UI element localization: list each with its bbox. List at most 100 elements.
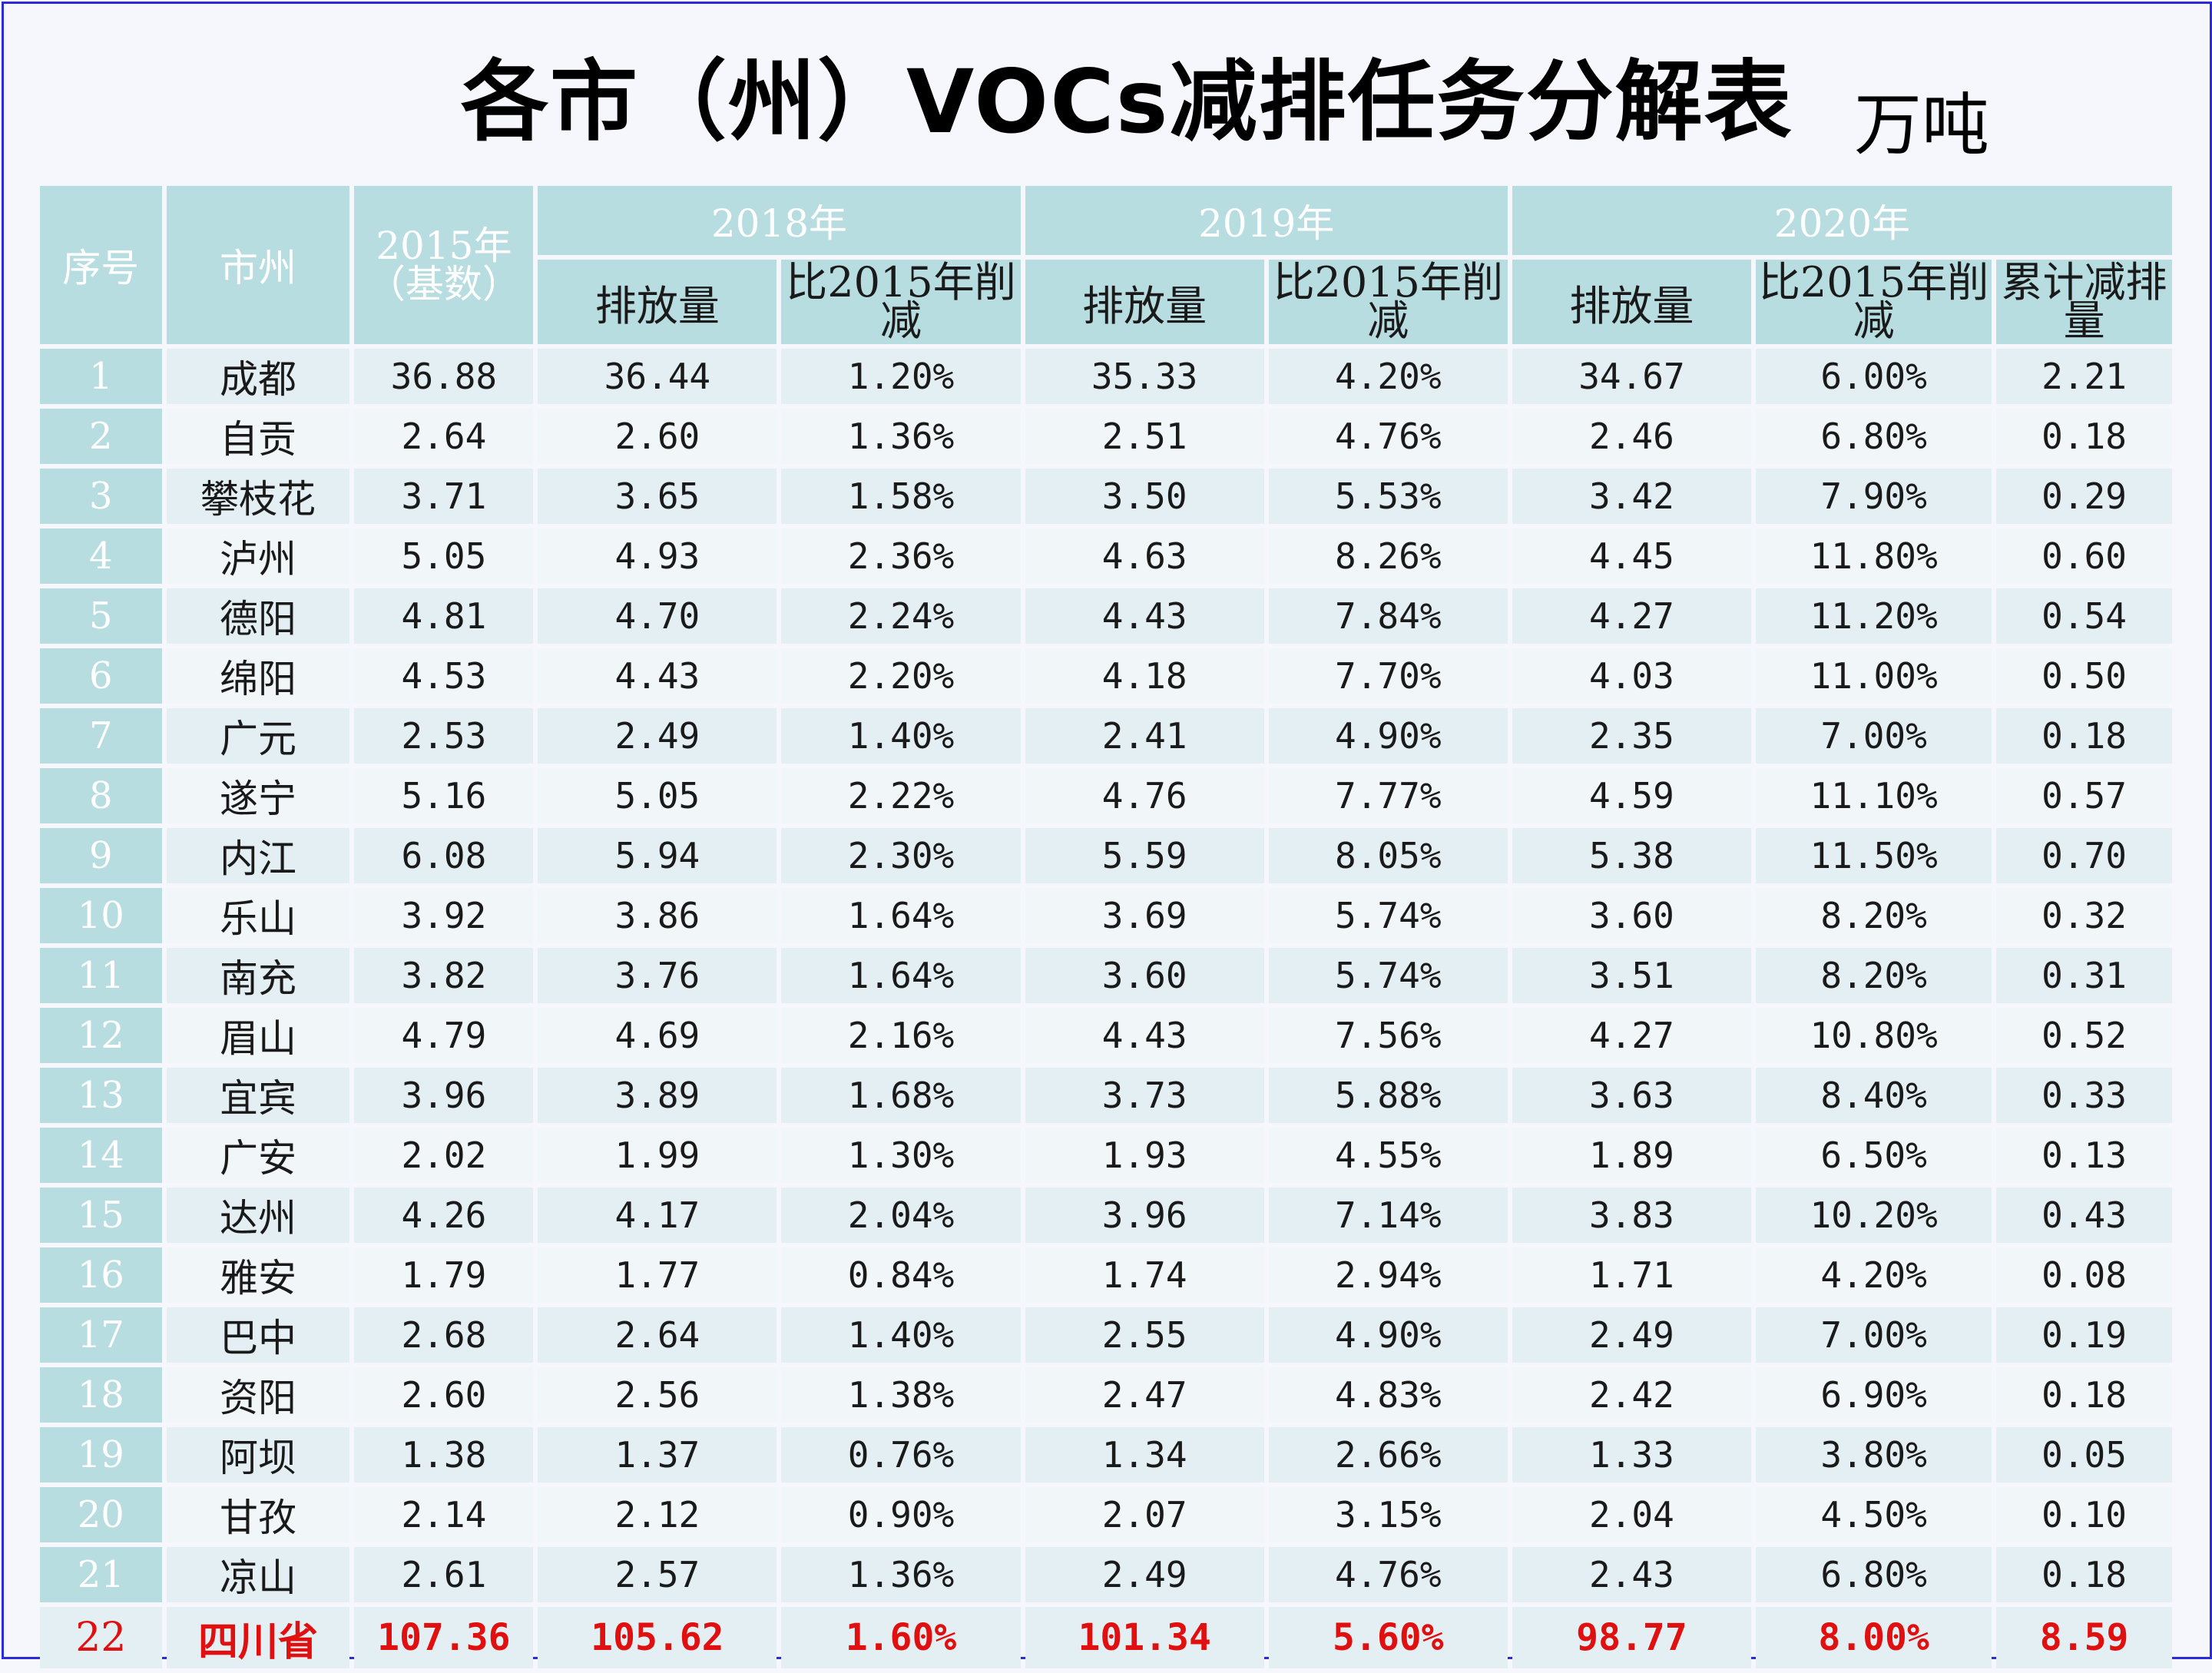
- row-emission-2018: 2.64: [538, 1307, 777, 1363]
- row-reduction-2018: 1.20%: [781, 349, 1021, 404]
- row-reduction-2018: 1.40%: [781, 1307, 1021, 1363]
- row-emission-2020: 5.38: [1512, 828, 1751, 883]
- row-base-2015: 3.92: [354, 888, 534, 943]
- row-reduction-2020: 4.50%: [1756, 1487, 1992, 1542]
- row-index: 7: [40, 708, 162, 764]
- row-emission-2020: 2.42: [1512, 1367, 1751, 1423]
- row-reduction-2018: 1.68%: [781, 1068, 1021, 1123]
- row-reduction-2020: 7.00%: [1756, 1307, 1992, 1363]
- row-index: 12: [40, 1008, 162, 1063]
- table-row: 1 成都 36.88 36.44 1.20% 35.33 4.20% 34.67 6.00% 2.…: [40, 349, 2172, 404]
- row-base-2015: 4.26: [354, 1188, 534, 1243]
- row-reduction-2020: 8.20%: [1756, 888, 1992, 943]
- row-base-2015: 2.68: [354, 1307, 534, 1363]
- row-emission-2018: 3.65: [538, 469, 777, 524]
- row-reduction-2018: 1.36%: [781, 1547, 1021, 1602]
- row-reduction-2019: 5.74%: [1268, 888, 1508, 943]
- row-emission-2018: 4.70: [538, 588, 777, 644]
- row-reduction-2019: 2.66%: [1268, 1427, 1508, 1483]
- row-cumulative: 0.70: [1996, 828, 2172, 883]
- row-cumulative: 0.31: [1996, 948, 2172, 1003]
- row-emission-2018: 4.93: [538, 528, 777, 584]
- row-base-2015: 1.79: [354, 1247, 534, 1303]
- row-emission-2018: 4.17: [538, 1188, 777, 1243]
- row-base-2015: 2.64: [354, 409, 534, 464]
- row-emission-2019: 2.47: [1025, 1367, 1264, 1423]
- row-emission-2020: 4.27: [1512, 1008, 1751, 1063]
- row-emission-2018: 5.94: [538, 828, 777, 883]
- row-index: 11: [40, 948, 162, 1003]
- row-reduction-2018: 2.20%: [781, 648, 1021, 704]
- row-emission-2020: 34.67: [1512, 349, 1751, 404]
- row-reduction-2020: 6.50%: [1756, 1128, 1992, 1183]
- row-emission-2019: 3.96: [1025, 1188, 1264, 1243]
- row-city: 凉山: [166, 1547, 350, 1602]
- row-emission-2020: 1.33: [1512, 1427, 1751, 1483]
- row-reduction-2018: 0.76%: [781, 1427, 1021, 1483]
- total-index: 22: [40, 1607, 162, 1668]
- table-row: 18 资阳 2.60 2.56 1.38% 2.47 4.83% 2.42 6.90% 0.18: [40, 1367, 2172, 1423]
- row-reduction-2020: 11.10%: [1756, 768, 1992, 823]
- row-reduction-2019: 4.90%: [1268, 708, 1508, 764]
- row-base-2015: 2.02: [354, 1128, 534, 1183]
- header-year-2018: 2018年: [538, 186, 1021, 255]
- row-reduction-2018: 1.40%: [781, 708, 1021, 764]
- row-reduction-2018: 1.30%: [781, 1128, 1021, 1183]
- row-emission-2018: 2.56: [538, 1367, 777, 1423]
- row-emission-2019: 3.69: [1025, 888, 1264, 943]
- row-emission-2019: 1.93: [1025, 1128, 1264, 1183]
- row-base-2015: 1.38: [354, 1427, 534, 1483]
- row-cumulative: 0.10: [1996, 1487, 2172, 1542]
- total-base-2015: 107.36: [354, 1607, 534, 1668]
- page-title: 各市（州）VOCs减排任务分解表: [461, 51, 1793, 153]
- row-reduction-2019: 4.83%: [1268, 1367, 1508, 1423]
- row-city: 泸州: [166, 528, 350, 584]
- row-city: 宜宾: [166, 1068, 350, 1123]
- row-index: 15: [40, 1188, 162, 1243]
- row-reduction-2018: 2.24%: [781, 588, 1021, 644]
- row-index: 1: [40, 349, 162, 404]
- row-emission-2018: 4.43: [538, 648, 777, 704]
- row-cumulative: 0.29: [1996, 469, 2172, 524]
- row-base-2015: 4.79: [354, 1008, 534, 1063]
- row-emission-2020: 4.45: [1512, 528, 1751, 584]
- row-index: 19: [40, 1427, 162, 1483]
- row-base-2015: 2.14: [354, 1487, 534, 1542]
- row-reduction-2019: 5.53%: [1268, 469, 1508, 524]
- row-city: 阿坝: [166, 1427, 350, 1483]
- header-city: 市州: [166, 186, 350, 344]
- table-row: 14 广安 2.02 1.99 1.30% 1.93 4.55% 1.89 6.50% 0.13: [40, 1128, 2172, 1183]
- row-cumulative: 0.52: [1996, 1008, 2172, 1063]
- row-emission-2018: 3.86: [538, 888, 777, 943]
- row-reduction-2018: 2.36%: [781, 528, 1021, 584]
- row-index: 9: [40, 828, 162, 883]
- total-cumulative: 8.59: [1996, 1607, 2172, 1668]
- row-emission-2018: 1.37: [538, 1427, 777, 1483]
- row-cumulative: 0.50: [1996, 648, 2172, 704]
- row-emission-2019: 5.59: [1025, 828, 1264, 883]
- row-reduction-2019: 4.90%: [1268, 1307, 1508, 1363]
- row-emission-2018: 2.60: [538, 409, 777, 464]
- header-cumulative-2020: 累计减排量: [1996, 260, 2172, 344]
- row-emission-2020: 3.51: [1512, 948, 1751, 1003]
- row-emission-2020: 1.71: [1512, 1247, 1751, 1303]
- header-emission-2020: 排放量: [1512, 260, 1751, 344]
- unit-label: 万吨: [1854, 85, 1990, 164]
- row-emission-2020: 2.35: [1512, 708, 1751, 764]
- row-city: 德阳: [166, 588, 350, 644]
- table-row: 2 自贡 2.64 2.60 1.36% 2.51 4.76% 2.46 6.80% 0.18: [40, 409, 2172, 464]
- row-cumulative: 0.13: [1996, 1128, 2172, 1183]
- row-reduction-2019: 4.55%: [1268, 1128, 1508, 1183]
- row-index: 4: [40, 528, 162, 584]
- table-row: 15 达州 4.26 4.17 2.04% 3.96 7.14% 3.83 10.20% 0.43: [40, 1188, 2172, 1243]
- row-emission-2020: 1.89: [1512, 1128, 1751, 1183]
- header-base-year: 2015年: [376, 224, 512, 268]
- reduction-table: 序号 市州 2015年 （基数） 2018年 2019年 2020年 排放量 比…: [35, 181, 2177, 1673]
- row-index: 3: [40, 469, 162, 524]
- row-reduction-2020: 11.50%: [1756, 828, 1992, 883]
- row-index: 13: [40, 1068, 162, 1123]
- row-emission-2019: 2.55: [1025, 1307, 1264, 1363]
- row-city: 遂宁: [166, 768, 350, 823]
- row-city: 绵阳: [166, 648, 350, 704]
- row-emission-2020: 3.63: [1512, 1068, 1751, 1123]
